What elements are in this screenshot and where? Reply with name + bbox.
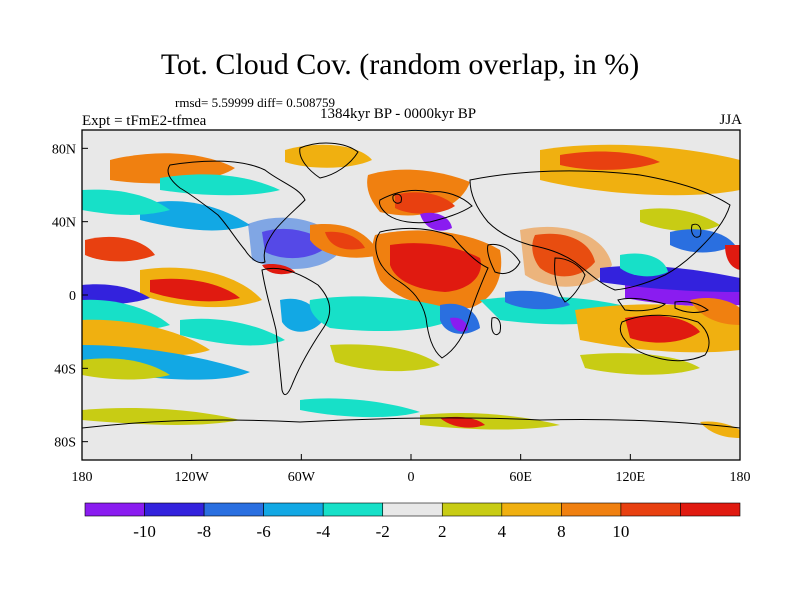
colorbar-label: 2 [438, 522, 447, 541]
map-title: Tot. Cloud Cov. (random overlap, in %) [160, 48, 640, 81]
antarctica-coast [82, 417, 740, 429]
east-pacific-cyan-band [82, 189, 170, 215]
colorbar-label: -6 [257, 522, 271, 541]
south-america-coast [261, 267, 331, 396]
antarctic-orange-patch [700, 421, 740, 438]
stats-label: rmsd= 5.59999 diff= 0.508759 [175, 95, 335, 110]
plot-area [82, 130, 740, 460]
period-label: 1384kyr BP - 0000kyr BP [320, 106, 477, 122]
colorbar-swatch [561, 502, 622, 517]
europe-coast [379, 189, 473, 224]
coastlines [82, 142, 740, 429]
australia-coast [619, 314, 710, 362]
lon-tick-label: 180 [72, 470, 93, 485]
lon-tick-label: 0 [408, 470, 415, 485]
east-indian-cyan-patch [620, 253, 668, 277]
southeast-asia-blue-patch [670, 229, 735, 253]
colorbar-label: -2 [376, 522, 390, 541]
south-yellow-band-west [82, 358, 170, 380]
west-pacific-red-patch [725, 245, 740, 270]
indian-ocean-blue-patch [505, 290, 570, 310]
europe-purple-patch [420, 212, 452, 231]
equator-blue-band-west [82, 284, 150, 304]
india-coast [554, 257, 586, 303]
lat-tick-label: 80S [54, 436, 76, 451]
south-pacific-cyan-band [180, 318, 285, 346]
greenland-coast [299, 142, 359, 179]
japan-coast [691, 223, 702, 238]
sahara-red-core [390, 243, 481, 292]
colorbar: -10 -8 -6 -4 -2 2 4 8 10 [84, 502, 741, 541]
colorbar-swatch [84, 502, 145, 517]
lon-tick-label: 60E [509, 470, 532, 485]
east-asia-yellow-patch [640, 208, 720, 232]
lat-tick-label: 0 [69, 289, 76, 304]
colorbar-label: 8 [557, 522, 566, 541]
lat-tick-label: 40S [54, 362, 76, 377]
lon-tick-label: 60W [288, 470, 316, 485]
siberia-red-patch [560, 151, 660, 170]
arctic-cyan-band [160, 174, 280, 196]
east-pacific-red-band [150, 278, 240, 302]
south-atlantic-yellow-band [330, 344, 440, 372]
indonesia-coast [617, 297, 710, 313]
east-pacific-red-patch [85, 236, 155, 262]
colorbar-swatch [441, 502, 503, 517]
colorbar-swatch [263, 502, 324, 517]
experiment-label: Expt = tFmE2-tfmea [82, 113, 207, 129]
antarctic-red-patch [440, 416, 485, 428]
colorbar-swatch [620, 502, 681, 517]
axis-ticks: 180 120W 60W 0 60E 120E 180 80N 40N 0 40S 80S [52, 142, 751, 485]
lon-tick-label: 120E [616, 470, 646, 485]
north-america-coast [167, 160, 306, 264]
lon-tick-label: 120W [175, 470, 210, 485]
uk-coast [392, 193, 402, 204]
season-label: JJA [719, 112, 742, 128]
colorbar-label: -4 [316, 522, 331, 541]
colorbar-label: -8 [197, 522, 211, 541]
lat-tick-label: 80N [52, 142, 76, 157]
south-indian-yellow-band [580, 353, 700, 375]
lat-tick-label: 40N [52, 216, 76, 231]
australia-red-core [625, 315, 700, 343]
arabia-coast [487, 243, 521, 275]
colorbar-swatch [322, 502, 384, 517]
asia-coast [469, 170, 731, 291]
atlantic-red-core [325, 231, 365, 250]
africa-purple-patch [450, 317, 468, 332]
south-atlantic-cyan-band [309, 296, 460, 332]
colorbar-label: -10 [133, 522, 156, 541]
europe-red-patch [395, 192, 455, 214]
colorbar-swatch [680, 502, 741, 517]
colorbar-swatch [501, 502, 562, 517]
madagascar-coast [491, 317, 501, 336]
colorbar-swatch [144, 502, 205, 517]
colorbar-label: 10 [612, 522, 629, 541]
lon-tick-label: 180 [730, 470, 751, 485]
colorbar-label: 4 [498, 522, 507, 541]
australia-dark-orange-patch [690, 297, 740, 325]
south-ocean-cyan-band [300, 398, 420, 418]
africa-blue-patch [440, 303, 480, 334]
africa-coast [375, 228, 489, 359]
colorbar-swatch [203, 502, 264, 517]
colorbar-swatch [382, 502, 443, 517]
